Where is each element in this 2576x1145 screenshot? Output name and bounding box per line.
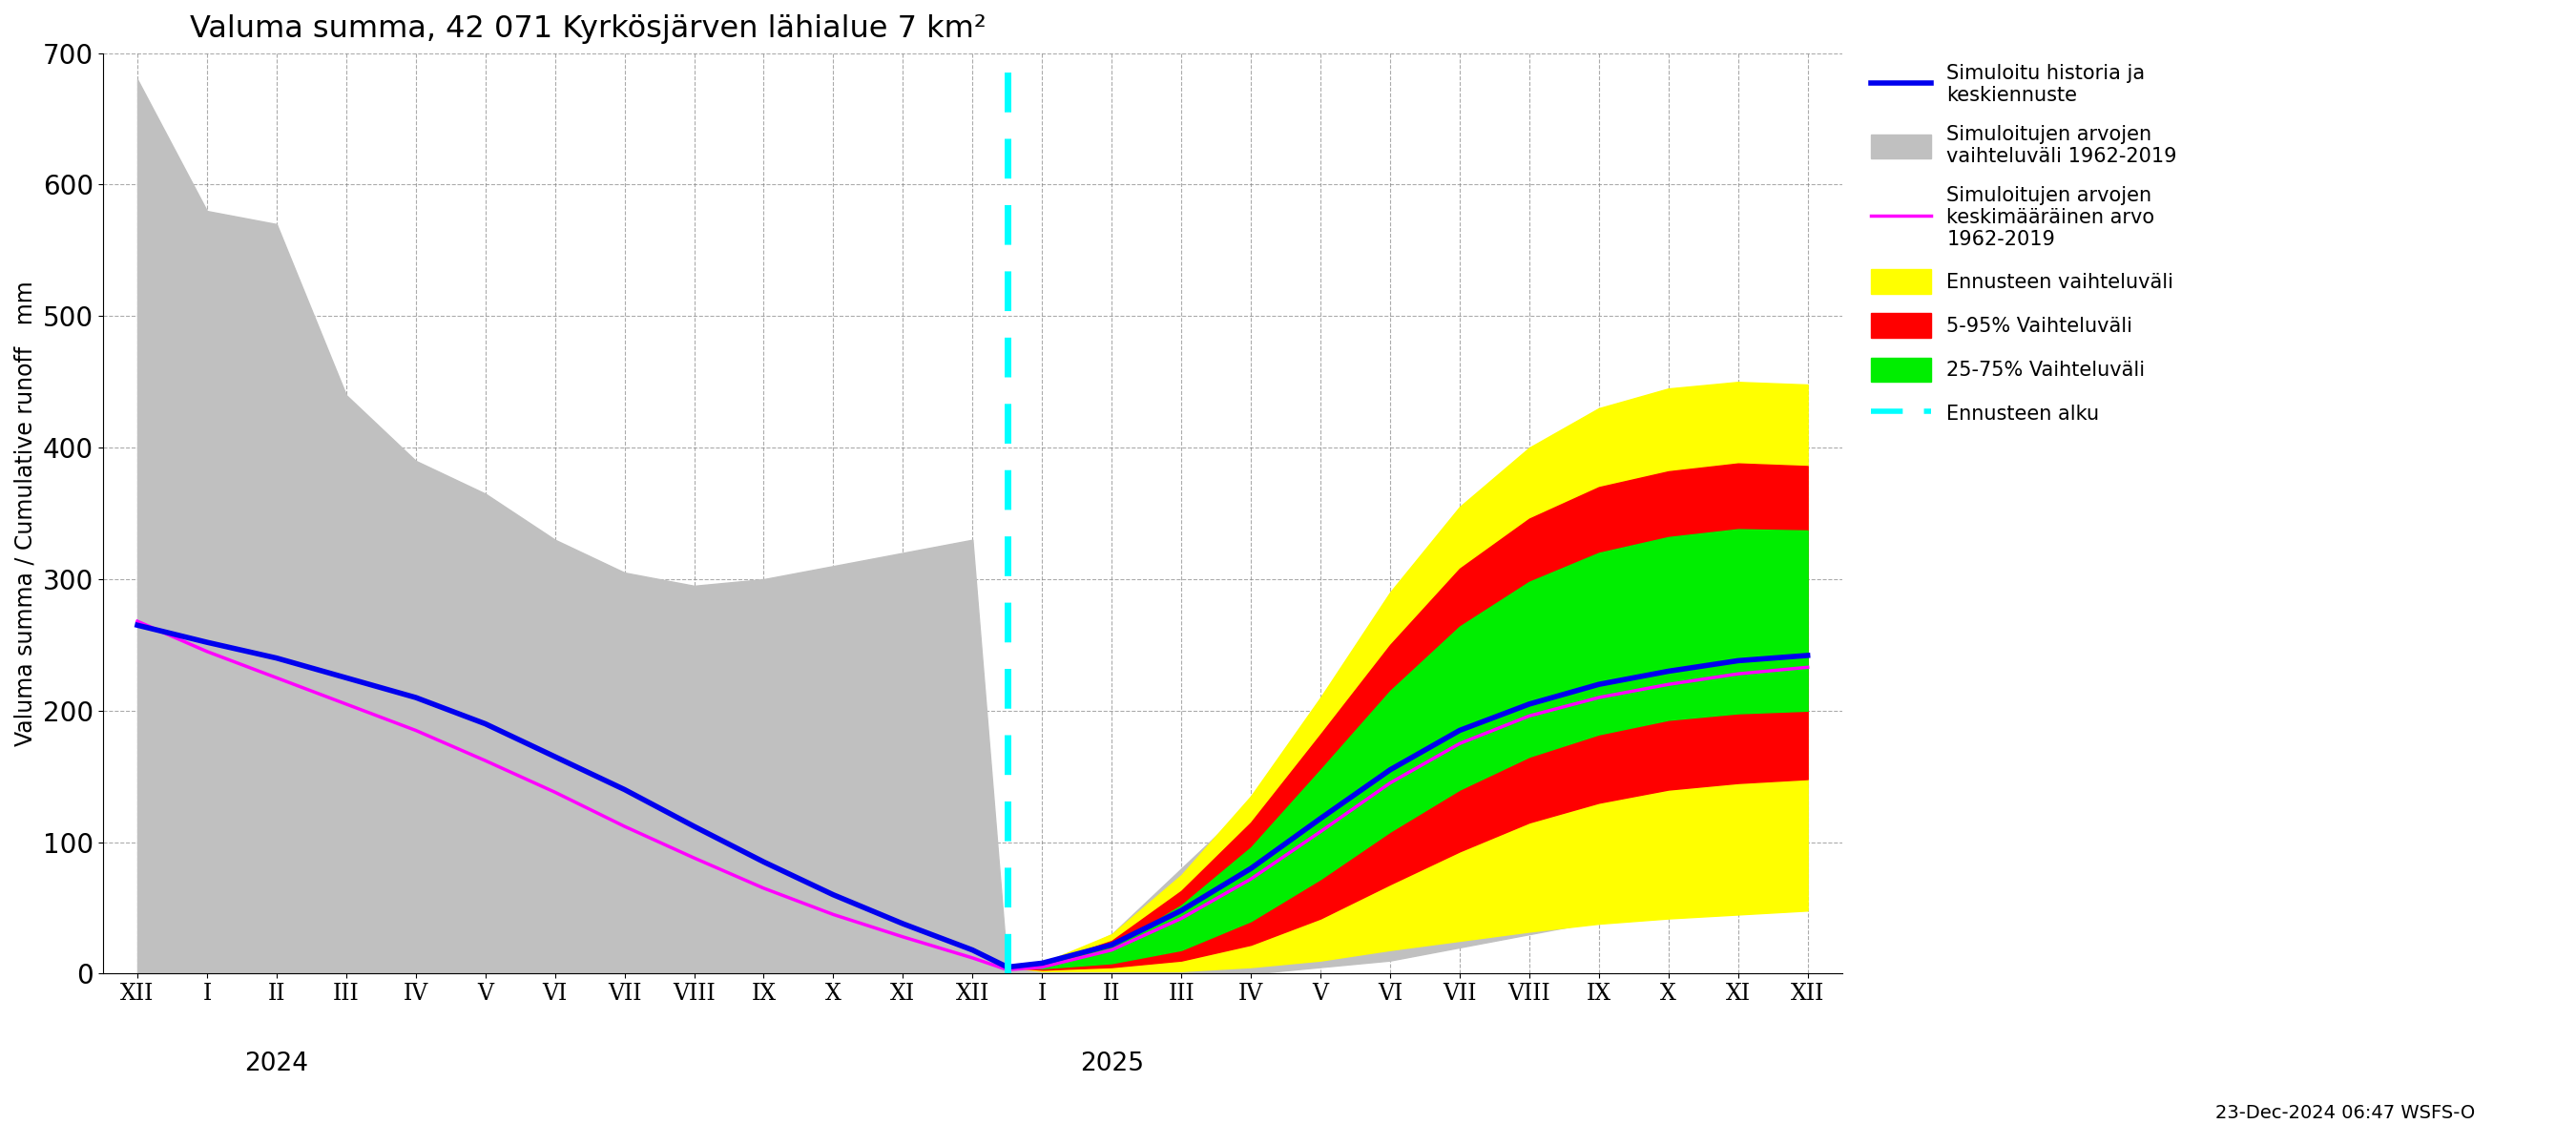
Text: 2024: 2024 xyxy=(245,1052,309,1076)
Text: Valuma summa, 42 071 Kyrkösjärven lähialue 7 km²: Valuma summa, 42 071 Kyrkösjärven lähial… xyxy=(191,14,987,44)
Text: 23-Dec-2024 06:47 WSFS-O: 23-Dec-2024 06:47 WSFS-O xyxy=(2215,1104,2476,1122)
Text: 2025: 2025 xyxy=(1079,1052,1144,1076)
Y-axis label: Valuma summa / Cumulative runoff   mm: Valuma summa / Cumulative runoff mm xyxy=(15,281,36,747)
Legend: Simuloitu historia ja
keskiennuste, Simuloitujen arvojen
vaihteluväli 1962-2019,: Simuloitu historia ja keskiennuste, Simu… xyxy=(1860,54,2187,436)
